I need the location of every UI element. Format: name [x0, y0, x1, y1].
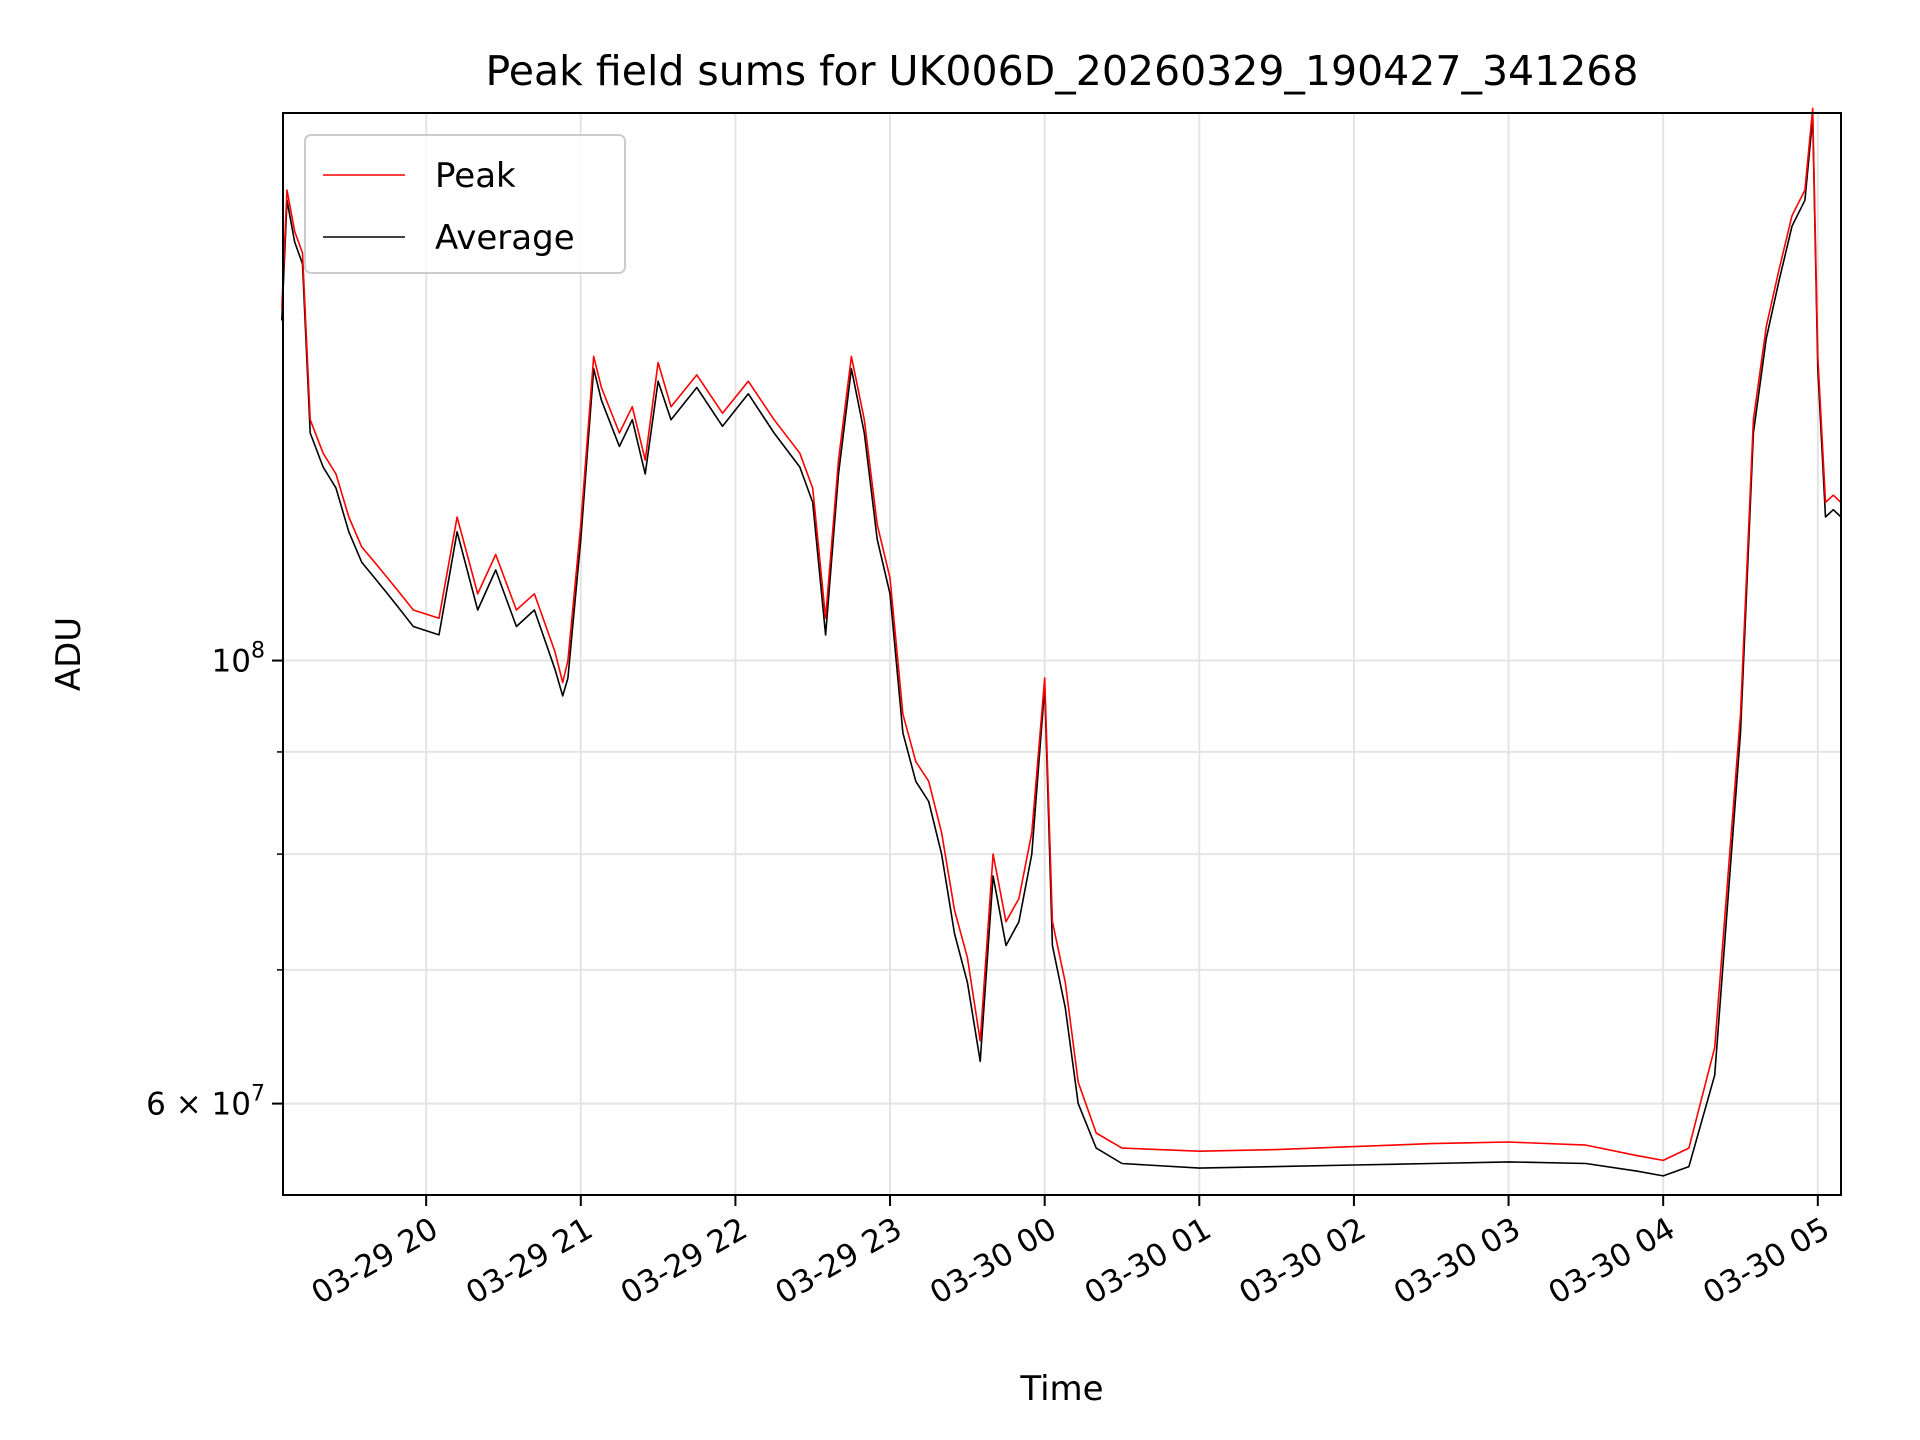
series-line-average — [281, 116, 1842, 1177]
y-axis-label: ADU — [49, 617, 89, 691]
y-tick-label-exponent: 7 — [251, 1082, 265, 1107]
legend-label-average: Average — [435, 218, 575, 258]
x-axis-label: Time — [1019, 1369, 1103, 1409]
y-tick-label: 6 × 107 — [146, 1082, 265, 1123]
series-lines — [281, 107, 1842, 1177]
grid — [283, 113, 1841, 1195]
chart-title: Peak field sums for UK006D_20260329_1904… — [486, 47, 1639, 95]
legend: Peak Average — [304, 134, 626, 274]
y-tick-label-base: 6 × 10 — [146, 1087, 251, 1123]
y-tick-label-exponent: 8 — [251, 639, 265, 664]
y-tick-label-base: 10 — [212, 644, 251, 680]
y-tick-label: 108 — [212, 639, 265, 680]
legend-label-peak: Peak — [435, 156, 516, 196]
series-line-peak — [281, 107, 1842, 1162]
plot-frame — [282, 112, 1842, 1196]
legend-box — [304, 134, 626, 274]
